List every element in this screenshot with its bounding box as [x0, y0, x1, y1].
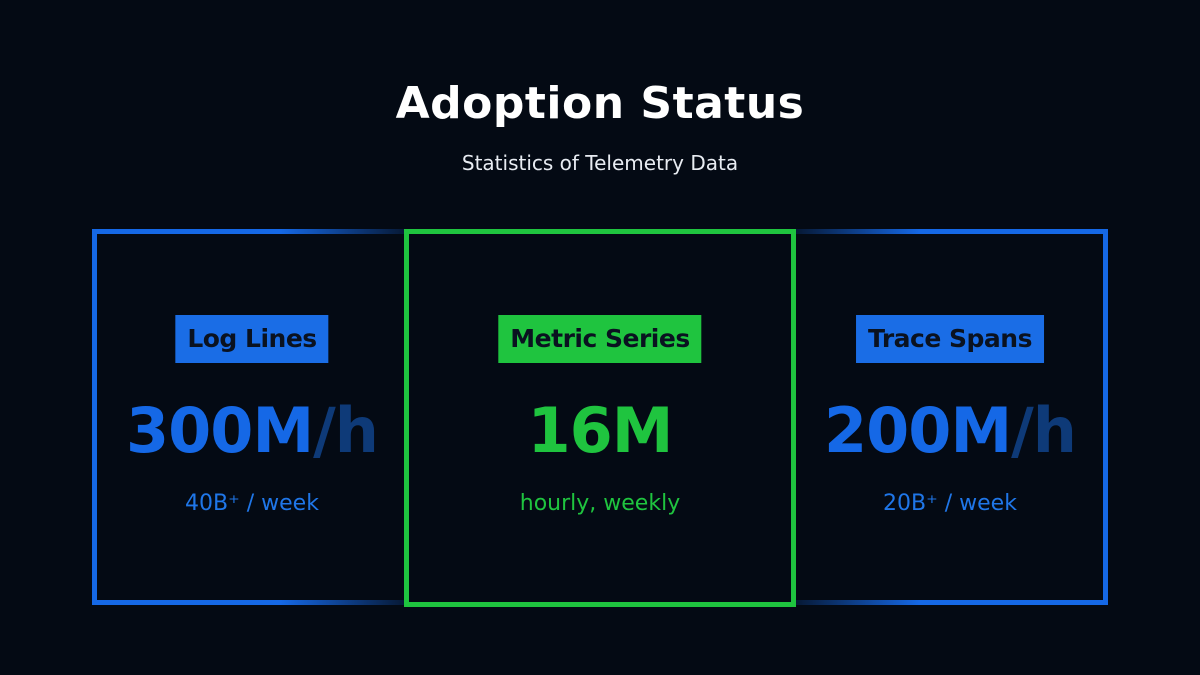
trace-spans-badge: Trace Spans	[856, 315, 1044, 363]
left-frame-bottom-edge	[92, 600, 406, 605]
metric-series-detail: hourly, weekly	[519, 491, 681, 516]
log-lines-card: Log Lines 300M/h 40B⁺ / week	[97, 229, 407, 605]
right-frame-top-edge	[795, 229, 1108, 234]
center-frame	[404, 229, 796, 607]
left-frame-side-edge	[92, 229, 97, 605]
metric-series-card: Metric Series 16M hourly, weekly	[409, 229, 791, 605]
trace-spans-value: 200M	[824, 394, 1012, 467]
page-subtitle: Statistics of Telemetry Data	[461, 151, 739, 175]
log-lines-detail: 40B⁺ / week	[185, 491, 319, 516]
metric-series-badge: Metric Series	[498, 315, 702, 363]
page-title: Adoption Status	[395, 78, 805, 129]
trace-spans-unit: /h	[1011, 394, 1077, 467]
trace-spans-card: Trace Spans 200M/h 20B⁺ / week	[795, 229, 1105, 605]
left-frame-top-edge	[92, 229, 406, 234]
trace-spans-value-row: 200M/h	[795, 391, 1105, 471]
log-lines-badge: Log Lines	[175, 315, 329, 363]
log-lines-value: 300M	[126, 394, 314, 467]
right-frame-side-edge	[1103, 229, 1108, 605]
trace-spans-detail: 20B⁺ / week	[883, 491, 1017, 516]
right-frame-bottom-edge	[795, 600, 1108, 605]
log-lines-value-row: 300M/h	[97, 391, 407, 471]
log-lines-unit: /h	[313, 394, 379, 467]
metric-series-value: 16M	[527, 394, 674, 467]
